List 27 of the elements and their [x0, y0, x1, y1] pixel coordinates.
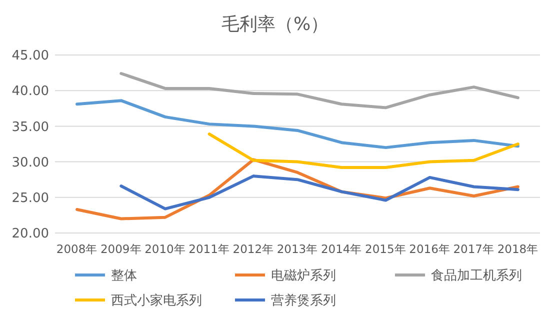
line-series	[208, 132, 520, 169]
legend-label: 食品加工机系列	[431, 268, 522, 284]
legend-label: 西式小家电系列	[111, 292, 202, 309]
x-tick-label: 2014年	[320, 242, 362, 256]
x-tick-label: 2017年	[453, 242, 495, 256]
x-tick-label: 2016年	[409, 242, 450, 256]
y-tick-label: 25.00	[12, 190, 49, 206]
x-tick-label: 2018年	[497, 242, 539, 256]
legend-label: 营养煲系列	[271, 292, 336, 309]
x-tick-label: 2009年	[100, 242, 142, 256]
y-tick-label: 30.00	[12, 155, 49, 170]
line-series	[120, 174, 520, 210]
x-tick-label: 2015年	[365, 242, 406, 256]
y-tick-label: 35.00	[12, 120, 49, 135]
chart-title: 毛利率（%）	[221, 14, 329, 35]
legend-label: 电磁炉系列	[271, 268, 336, 284]
x-tick-label: 2013年	[276, 242, 318, 256]
line-series	[76, 99, 520, 150]
line-series	[120, 72, 520, 110]
x-tick-label: 2010年	[144, 242, 186, 256]
x-tick-label: 2012年	[232, 242, 274, 256]
x-tick-label: 2011年	[188, 242, 230, 256]
y-tick-label: 45.00	[12, 48, 49, 64]
x-tick-label: 2008年	[56, 242, 98, 256]
y-tick-label: 40.00	[12, 84, 49, 100]
legend-label: 整体	[111, 268, 137, 284]
y-tick-label: 20.00	[12, 226, 49, 242]
